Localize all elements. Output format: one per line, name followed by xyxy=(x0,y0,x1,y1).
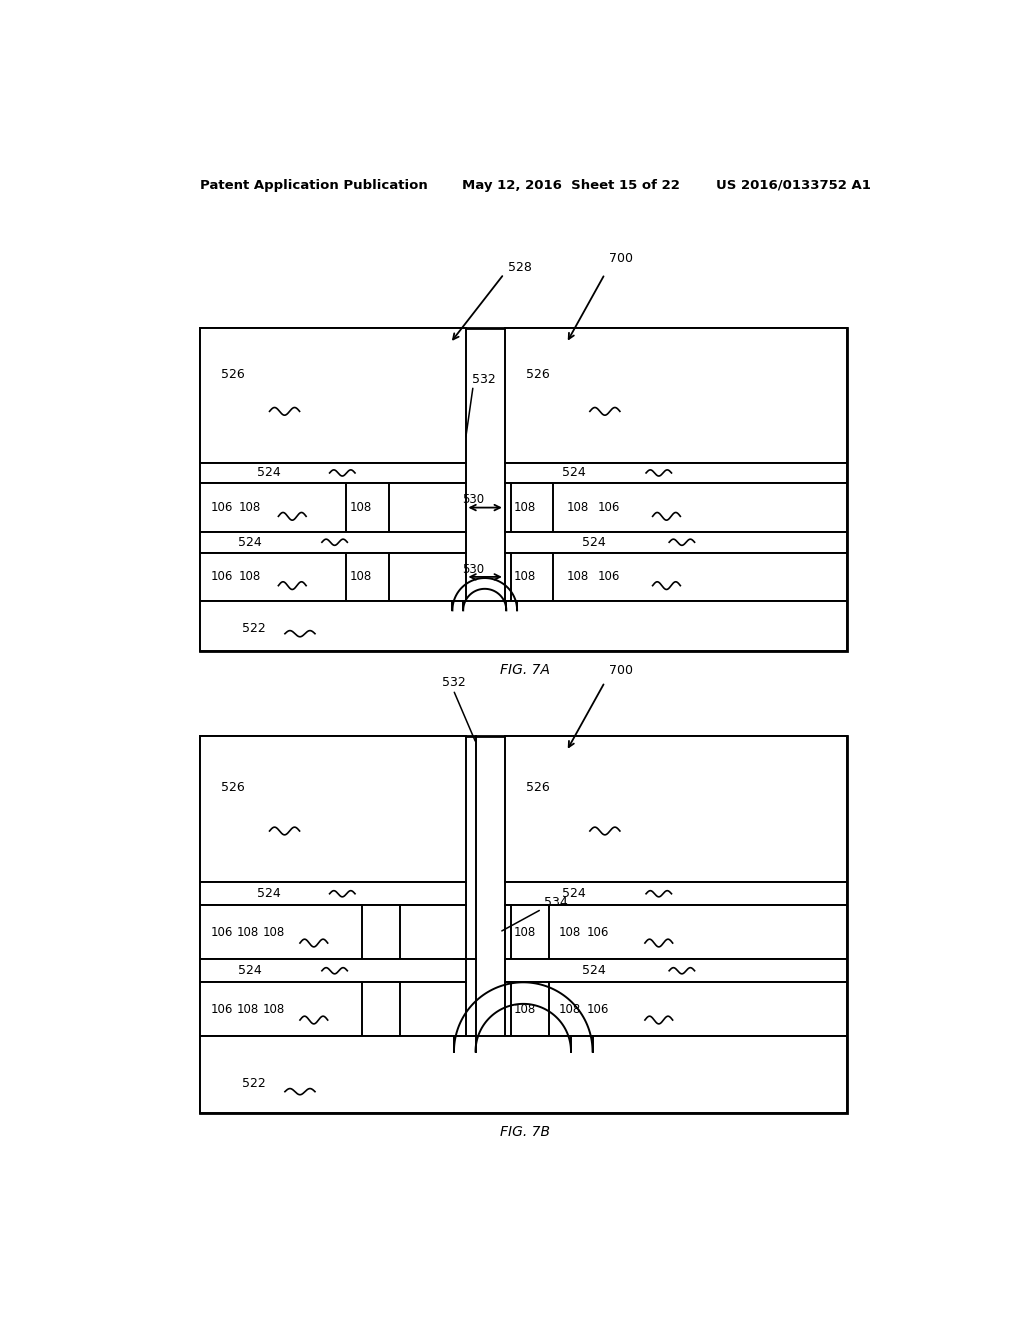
Bar xyxy=(346,553,388,601)
Text: 526: 526 xyxy=(221,368,245,381)
Text: 108: 108 xyxy=(239,502,261,513)
Bar xyxy=(511,553,553,601)
Text: 108: 108 xyxy=(559,925,581,939)
Bar xyxy=(505,982,847,1036)
Text: FIG. 7A: FIG. 7A xyxy=(500,664,550,677)
Text: 530: 530 xyxy=(462,562,484,576)
Bar xyxy=(200,601,847,651)
Text: 526: 526 xyxy=(526,780,550,793)
Text: 108: 108 xyxy=(514,502,537,513)
Bar xyxy=(200,982,466,1036)
Text: 106: 106 xyxy=(211,502,233,513)
Text: 108: 108 xyxy=(237,925,259,939)
Text: 108: 108 xyxy=(263,925,286,939)
Bar xyxy=(511,906,550,960)
Bar xyxy=(505,906,847,960)
Text: 532: 532 xyxy=(441,676,465,689)
Bar xyxy=(505,462,847,483)
Bar xyxy=(200,462,466,483)
Bar xyxy=(200,327,466,462)
Text: 524: 524 xyxy=(562,466,586,479)
Text: 700: 700 xyxy=(608,252,633,265)
Text: 108: 108 xyxy=(559,1003,581,1016)
Text: 106: 106 xyxy=(587,1003,609,1016)
Bar xyxy=(505,327,847,462)
Bar xyxy=(200,882,466,906)
Bar xyxy=(200,1036,847,1113)
Bar xyxy=(200,737,847,1113)
Text: May 12, 2016  Sheet 15 of 22: May 12, 2016 Sheet 15 of 22 xyxy=(462,178,680,191)
Text: 108: 108 xyxy=(566,502,589,513)
Text: 108: 108 xyxy=(239,570,261,583)
Text: 108: 108 xyxy=(349,502,372,513)
Text: 528: 528 xyxy=(508,261,531,275)
Bar xyxy=(505,882,847,906)
Text: 524: 524 xyxy=(239,536,262,549)
Text: 106: 106 xyxy=(597,502,620,513)
Bar xyxy=(361,982,400,1036)
Text: 524: 524 xyxy=(257,887,281,900)
Text: 522: 522 xyxy=(243,622,266,635)
Text: 524: 524 xyxy=(257,466,281,479)
Bar xyxy=(505,960,847,982)
Text: 522: 522 xyxy=(243,1077,266,1090)
Text: FIG. 7B: FIG. 7B xyxy=(500,1126,550,1139)
Text: 530: 530 xyxy=(462,494,484,507)
Bar xyxy=(511,982,550,1036)
Text: 106: 106 xyxy=(211,925,233,939)
Text: 108: 108 xyxy=(514,925,537,939)
Bar xyxy=(505,553,847,601)
Text: 524: 524 xyxy=(562,887,586,900)
Text: 106: 106 xyxy=(597,570,620,583)
Text: 108: 108 xyxy=(237,1003,259,1016)
Text: US 2016/0133752 A1: US 2016/0133752 A1 xyxy=(716,178,870,191)
Text: 526: 526 xyxy=(526,368,550,381)
Bar xyxy=(200,532,466,553)
Text: 700: 700 xyxy=(608,664,633,677)
Bar xyxy=(511,483,553,532)
Bar xyxy=(505,532,847,553)
Bar xyxy=(200,483,466,532)
Text: 108: 108 xyxy=(514,570,537,583)
Text: 108: 108 xyxy=(514,1003,537,1016)
Bar xyxy=(200,553,466,601)
Text: 108: 108 xyxy=(263,1003,286,1016)
Bar xyxy=(505,737,847,882)
Bar xyxy=(346,483,388,532)
Bar xyxy=(200,327,847,651)
Text: 106: 106 xyxy=(211,570,233,583)
Bar xyxy=(505,483,847,532)
Bar xyxy=(361,906,400,960)
Bar xyxy=(200,737,466,882)
Text: 108: 108 xyxy=(349,570,372,583)
Text: Patent Application Publication: Patent Application Publication xyxy=(200,178,428,191)
Text: 534: 534 xyxy=(544,896,567,909)
Text: 106: 106 xyxy=(211,1003,233,1016)
Text: 524: 524 xyxy=(582,964,605,977)
Text: 524: 524 xyxy=(582,536,605,549)
Bar xyxy=(200,960,466,982)
Text: 526: 526 xyxy=(221,780,245,793)
Text: 108: 108 xyxy=(566,570,589,583)
Text: 532: 532 xyxy=(472,372,496,385)
Text: 106: 106 xyxy=(587,925,609,939)
Bar xyxy=(200,906,466,960)
Text: 524: 524 xyxy=(239,964,262,977)
